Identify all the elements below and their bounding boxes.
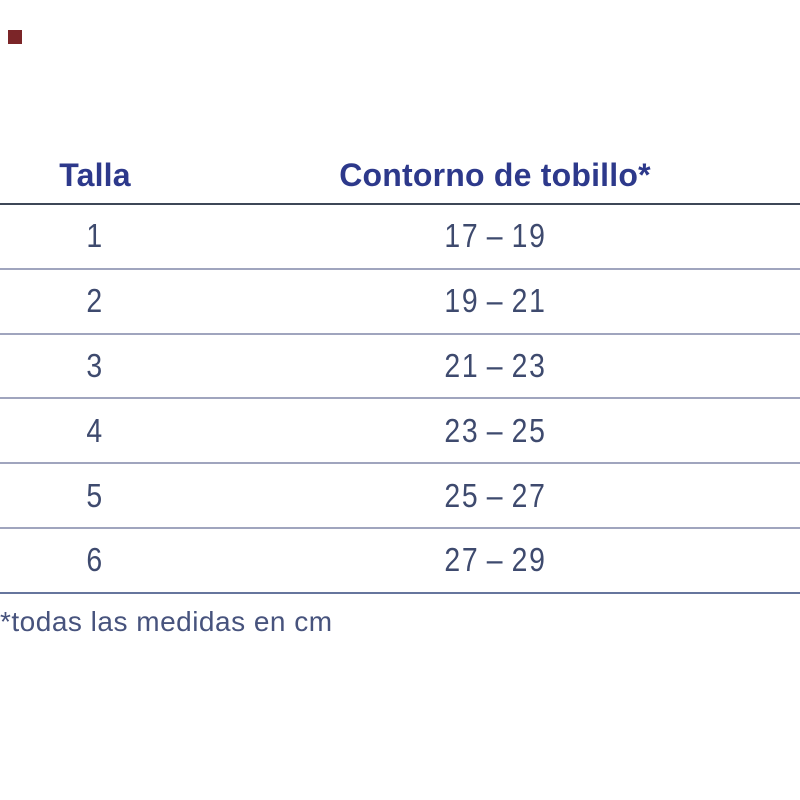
table-row: 1 17 – 19 [0,205,800,270]
table-header-row: Talla Contorno de tobillo* [0,148,800,205]
size-cell: 6 [0,541,190,579]
range-cell: 17 – 19 [190,217,800,255]
size-value: 4 [86,411,104,449]
range-cell: 23 – 25 [190,412,800,450]
size-cell: 2 [0,282,190,320]
circumference-column-header: Contorno de tobillo* [339,157,651,193]
table-row: 3 21 – 23 [0,335,800,400]
table-row: 6 27 – 29 [0,529,800,594]
range-value: 17 – 19 [443,217,547,255]
size-value: 1 [86,217,104,255]
table-row: 5 25 – 27 [0,464,800,529]
range-value: 19 – 21 [443,282,547,320]
size-value: 5 [86,476,104,514]
size-table: Talla Contorno de tobillo* 1 17 – 19 2 1… [0,148,800,594]
table-row: 2 19 – 21 [0,270,800,335]
table-row: 4 23 – 25 [0,399,800,465]
red-square-mark [8,30,22,44]
size-cell: 5 [0,477,190,515]
range-value: 25 – 27 [443,476,547,514]
size-cell: 1 [0,217,190,255]
size-cell: 4 [0,412,190,450]
range-cell: 25 – 27 [190,477,800,515]
size-column-header: Talla [59,157,131,193]
range-value: 21 – 23 [443,346,547,384]
size-value: 6 [86,541,104,579]
size-value: 2 [86,282,104,320]
range-cell: 27 – 29 [190,541,800,579]
range-value: 27 – 29 [443,541,547,579]
size-cell: 3 [0,347,190,385]
size-value: 3 [86,346,104,384]
range-value: 23 – 25 [443,411,547,449]
range-cell: 21 – 23 [190,347,800,385]
range-cell: 19 – 21 [190,282,800,320]
footnote: *todas las medidas en cm [0,606,333,637]
